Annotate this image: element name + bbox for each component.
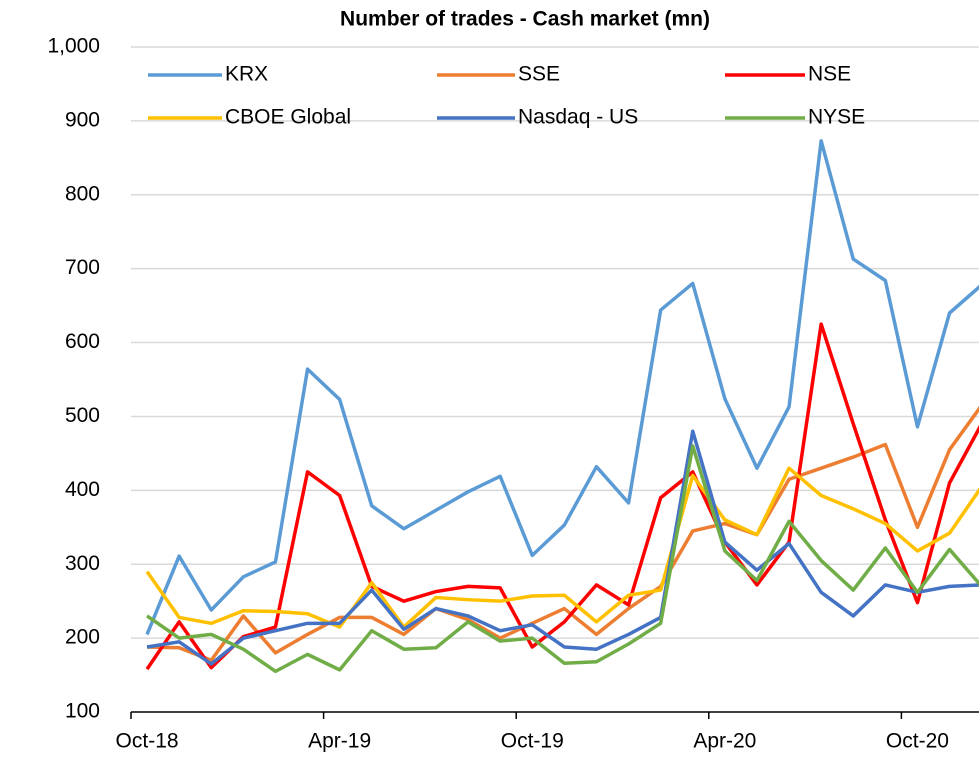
- y-tick-label: 100: [65, 700, 100, 723]
- legend-label: CBOE Global: [225, 106, 351, 129]
- series-line: [146, 444, 979, 674]
- x-tick-label: Oct-20: [886, 730, 949, 753]
- x-tick-label: Oct-19: [501, 730, 564, 753]
- y-tick-label: 900: [65, 108, 100, 131]
- chart-title: Number of trades - Cash market (mn): [340, 8, 710, 31]
- legend-label: NYSE: [808, 106, 865, 129]
- series-line: [145, 322, 979, 671]
- series-line: [147, 406, 979, 663]
- series-line: [145, 139, 979, 636]
- y-tick-label: 600: [65, 330, 100, 353]
- y-tick-label: 300: [65, 552, 100, 575]
- series-line: [145, 466, 979, 629]
- y-tick-label: 500: [65, 404, 100, 427]
- legend-label: NSE: [808, 63, 851, 86]
- series-line: [146, 429, 979, 666]
- y-tick-label: 200: [65, 626, 100, 649]
- legend-label: KRX: [225, 63, 268, 86]
- y-tick-label: 1,000: [47, 35, 100, 58]
- x-tick-label: Oct-18: [116, 730, 179, 753]
- y-tick-label: 400: [65, 478, 100, 501]
- legend-label: SSE: [518, 63, 560, 86]
- y-tick-label: 700: [65, 256, 100, 279]
- legend-label: Nasdaq - US: [518, 106, 638, 129]
- x-tick-label: Apr-19: [308, 730, 371, 753]
- x-tick-label: Apr-20: [693, 730, 756, 753]
- y-tick-label: 800: [65, 182, 100, 205]
